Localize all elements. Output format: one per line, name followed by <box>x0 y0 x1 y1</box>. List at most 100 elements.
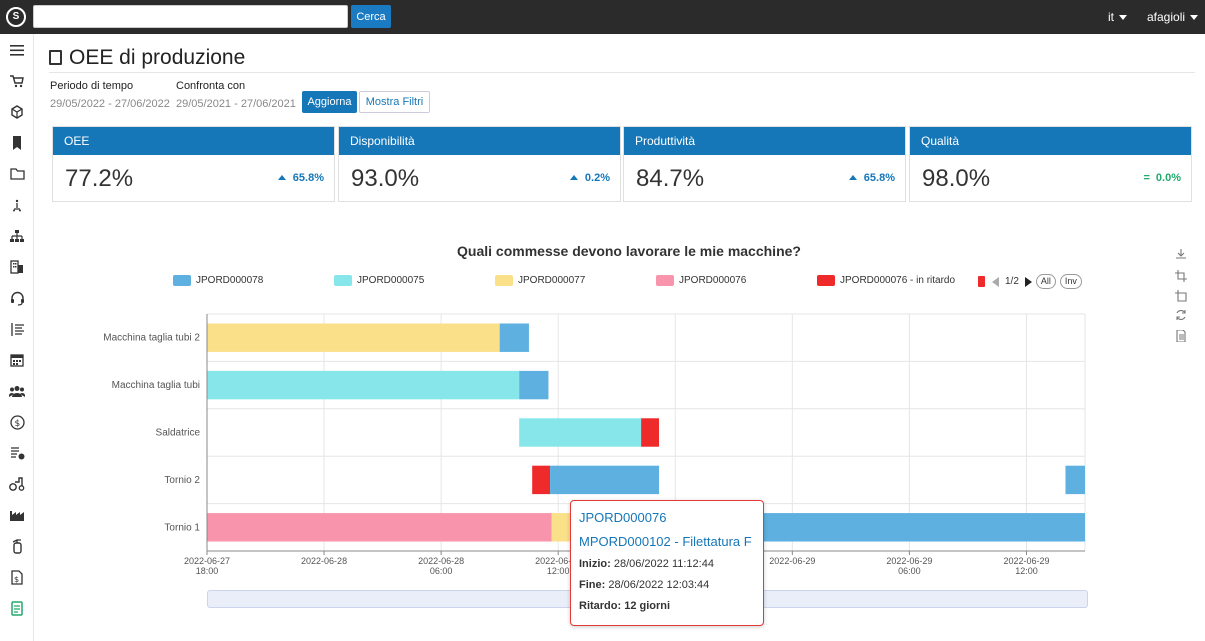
kpi-card-quality: Qualità 98.0% = 0.0% <box>909 126 1192 202</box>
chart-bars <box>207 323 1085 542</box>
bookmark-icon[interactable] <box>7 133 27 153</box>
chevron-down-icon <box>1119 15 1127 21</box>
gantt-bar[interactable] <box>207 370 520 400</box>
legend-invert-button[interactable]: Inv <box>1059 274 1082 289</box>
x-tick-label: 2022-06-29 <box>886 556 932 566</box>
user-menu[interactable]: afagioli <box>1147 10 1199 24</box>
kpi-value: 98.0% <box>922 165 991 192</box>
gantt-bar[interactable] <box>499 323 529 352</box>
x-tick-label: 2022-06-28 <box>535 556 581 566</box>
calendar-icon[interactable] <box>7 350 27 370</box>
tooltip-start-label: Inizio: <box>579 558 611 570</box>
gantt-bar[interactable] <box>207 513 552 542</box>
y-tick-label: Tornio 2 <box>164 475 200 486</box>
tooltip-delay: Ritardo: 12 giorni <box>579 600 755 612</box>
y-tick-label: Tornio 1 <box>164 522 200 533</box>
gantt-bar[interactable] <box>550 465 660 495</box>
y-tick-label: Macchina taglia tubi <box>112 380 200 391</box>
legend-prev-icon[interactable] <box>992 276 999 287</box>
legend-next-icon[interactable] <box>1024 276 1032 287</box>
legend-label: JPORD000076 - in ritardo <box>840 275 956 286</box>
y-tick-label: Saldatrice <box>156 428 201 439</box>
kpi-value: 84.7% <box>636 165 705 192</box>
headset-icon[interactable] <box>7 288 27 308</box>
legend-swatch <box>173 275 191 286</box>
svg-text:$: $ <box>14 419 20 429</box>
trend-up-icon <box>848 175 857 180</box>
update-button[interactable]: Aggiorna <box>302 91 357 113</box>
menu-icon[interactable] <box>7 40 27 60</box>
legend-all-button[interactable]: All <box>1035 274 1056 289</box>
x-tick-label: 2022-06-28 <box>301 556 347 566</box>
download-icon[interactable] <box>1174 248 1188 263</box>
app-logo-icon[interactable]: S <box>6 7 26 27</box>
kpi-delta-value: 0.0% <box>1155 172 1181 184</box>
legend-item[interactable]: JPORD000077 <box>495 275 585 286</box>
tooltip-end: Fine: 28/06/2022 12:03:44 <box>579 579 755 591</box>
x-tick-label: 18:00 <box>196 566 219 576</box>
schedule-icon[interactable] <box>7 443 27 463</box>
legend-item[interactable]: JPORD000076 <box>656 275 746 286</box>
page-title: OEE di produzione <box>49 46 245 70</box>
cube-icon[interactable] <box>7 102 27 122</box>
gantt-bar[interactable] <box>1065 465 1085 495</box>
tooltip-end-value: 28/06/2022 12:03:44 <box>608 579 710 591</box>
gantt-bar[interactable] <box>519 418 642 447</box>
x-tick-label: 2022-06-29 <box>769 556 815 566</box>
compare-value[interactable]: 29/05/2021 - 27/06/2021 <box>176 98 296 110</box>
y-axis: Macchina taglia tubi 2 Macchina taglia tu… <box>103 333 200 534</box>
kpi-delta-value: 65.8% <box>292 172 324 184</box>
folder-icon[interactable] <box>7 164 27 184</box>
tooltip-start-value: 28/06/2022 11:12:44 <box>613 558 714 570</box>
building-icon[interactable] <box>7 257 27 277</box>
legend-item[interactable]: JPORD000075 <box>334 275 424 286</box>
extinguisher-icon[interactable] <box>7 536 27 556</box>
x-tick-label: 2022-06-27 <box>184 556 230 566</box>
legend-item[interactable]: JPORD000078 <box>173 275 263 286</box>
list-icon[interactable] <box>7 319 27 339</box>
kpi-label: Disponibilità <box>339 127 620 155</box>
legend-swatch <box>656 275 674 286</box>
period-label: Periodo di tempo <box>50 80 134 92</box>
kpi-label: OEE <box>53 127 334 155</box>
gantt-bar[interactable] <box>532 465 551 495</box>
search-button[interactable]: Cerca <box>351 5 391 28</box>
legend-item[interactable]: JPORD000076 - in ritardo <box>817 275 955 286</box>
trend-equal-icon: = <box>1143 172 1150 184</box>
kpi-delta-value: 0.2% <box>584 172 610 184</box>
tractor-icon[interactable] <box>7 474 27 494</box>
data-view-icon[interactable] <box>1174 329 1188 345</box>
factory-icon[interactable] <box>7 505 27 525</box>
compare-label: Confronta con <box>176 80 246 92</box>
refresh-icon[interactable] <box>1174 309 1188 324</box>
chart-title: Quali commesse devono lavorare le mie ma… <box>457 243 801 259</box>
x-tick-label: 06:00 <box>898 566 921 576</box>
page-title-text: OEE di produzione <box>69 46 246 69</box>
tree-icon[interactable] <box>7 195 27 215</box>
gantt-bar[interactable] <box>207 323 500 352</box>
report-icon[interactable] <box>7 598 27 618</box>
search-input[interactable] <box>33 5 348 28</box>
show-filters-button[interactable]: Mostra Filtri <box>359 91 430 113</box>
tooltip-delay-value: 12 giorni <box>624 600 671 612</box>
chevron-down-icon <box>1190 15 1199 21</box>
period-value[interactable]: 29/05/2022 - 27/06/2022 <box>50 98 170 110</box>
legend-label: JPORD000075 <box>357 275 425 286</box>
kpi-delta: 65.8% <box>277 172 324 184</box>
money-icon[interactable]: $ <box>7 412 27 432</box>
kpi-value: 77.2% <box>65 165 134 192</box>
top-bar: S Cerca it afagioli <box>0 0 1205 34</box>
zoom-icon[interactable] <box>1174 270 1188 285</box>
legend-page: 1/2 <box>1005 276 1019 287</box>
x-tick-label: 06:00 <box>430 566 453 576</box>
legend-label: JPORD000076 <box>679 275 747 286</box>
gantt-bar[interactable] <box>519 370 549 400</box>
invoice-icon[interactable]: $ <box>7 567 27 587</box>
tooltip-subtitle: MPORD000102 - Filettatura F <box>579 534 752 549</box>
cart-icon[interactable] <box>7 71 27 91</box>
language-menu[interactable]: it <box>1108 10 1127 24</box>
org-chart-icon[interactable] <box>7 226 27 246</box>
zoom-reset-icon[interactable] <box>1174 290 1188 305</box>
users-icon[interactable] <box>7 381 27 401</box>
gantt-bar[interactable] <box>641 418 660 447</box>
